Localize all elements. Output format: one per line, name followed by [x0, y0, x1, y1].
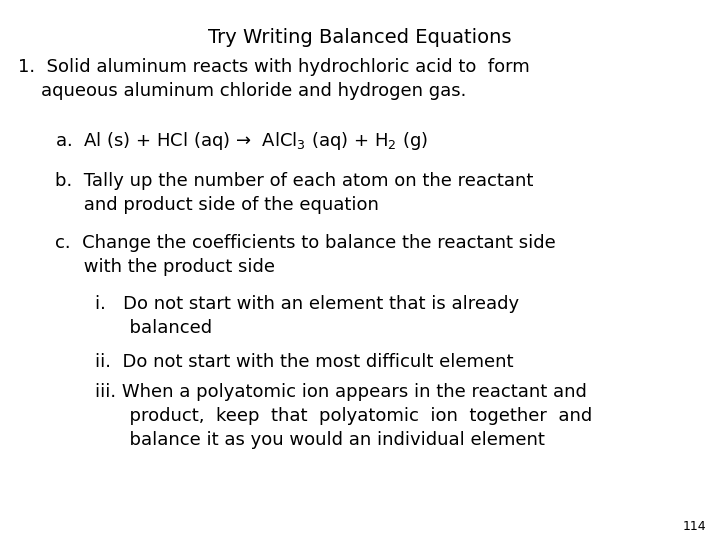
Text: b.  Tally up the number of each atom on the reactant: b. Tally up the number of each atom on t… — [55, 172, 534, 190]
Text: a.  Al (s) + HCl (aq) →  AlCl$_3$ (aq) + H$_2$ (g): a. Al (s) + HCl (aq) → AlCl$_3$ (aq) + H… — [55, 130, 428, 152]
Text: i.   Do not start with an element that is already: i. Do not start with an element that is … — [95, 295, 519, 313]
Text: balance it as you would an individual element: balance it as you would an individual el… — [95, 431, 545, 449]
Text: product,  keep  that  polyatomic  ion  together  and: product, keep that polyatomic ion togeth… — [95, 407, 593, 425]
Text: 1.  Solid aluminum reacts with hydrochloric acid to  form: 1. Solid aluminum reacts with hydrochlor… — [18, 58, 530, 76]
Text: Try Writing Balanced Equations: Try Writing Balanced Equations — [208, 28, 512, 47]
Text: and product side of the equation: and product side of the equation — [55, 196, 379, 214]
Text: with the product side: with the product side — [55, 258, 275, 276]
Text: aqueous aluminum chloride and hydrogen gas.: aqueous aluminum chloride and hydrogen g… — [18, 82, 467, 100]
Text: c.  Change the coefficients to balance the reactant side: c. Change the coefficients to balance th… — [55, 234, 556, 252]
Text: ii.  Do not start with the most difficult element: ii. Do not start with the most difficult… — [95, 353, 513, 371]
Text: balanced: balanced — [95, 319, 212, 337]
Text: 114: 114 — [683, 520, 706, 533]
Text: iii. When a polyatomic ion appears in the reactant and: iii. When a polyatomic ion appears in th… — [95, 383, 587, 401]
